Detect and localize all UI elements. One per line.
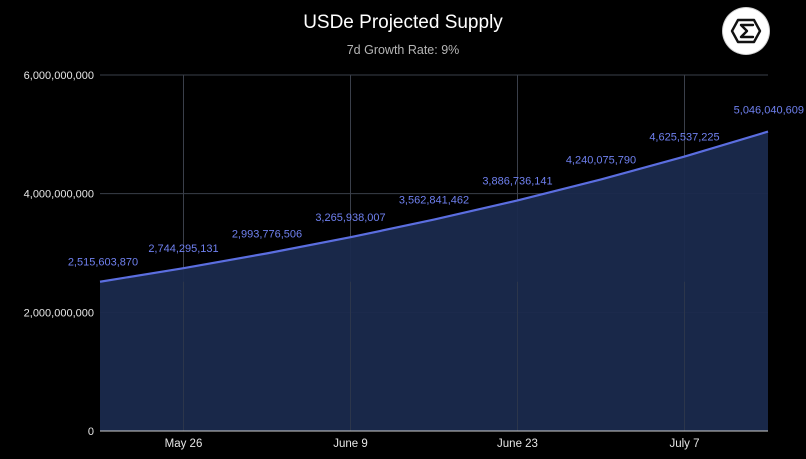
data-label: 3,886,736,141 xyxy=(482,175,552,187)
chart-subtitle: 7d Growth Rate: 9% xyxy=(346,43,460,57)
x-tick-label: May 26 xyxy=(165,438,203,450)
sigma-hexagon-icon[interactable] xyxy=(723,8,769,54)
data-label: 4,625,537,225 xyxy=(649,132,719,144)
data-label: 2,515,603,870 xyxy=(68,257,138,269)
x-tick-label: June 23 xyxy=(497,438,538,450)
y-tick-label: 0 xyxy=(88,426,94,438)
data-label: 4,240,075,790 xyxy=(566,154,636,166)
chart-title: USDe Projected Supply xyxy=(303,12,503,33)
sigma-hexagon-glyph xyxy=(730,18,762,44)
data-label: 2,993,776,506 xyxy=(232,228,302,240)
data-label: 3,562,841,462 xyxy=(399,195,469,207)
data-label: 3,265,938,007 xyxy=(315,212,385,224)
y-tick-label: 2,000,000,000 xyxy=(24,307,94,319)
y-tick-label: 6,000,000,000 xyxy=(24,70,94,82)
x-tick-label: June 9 xyxy=(333,438,368,450)
data-label: 2,744,295,131 xyxy=(148,243,218,255)
y-tick-label: 4,000,000,000 xyxy=(24,189,94,201)
x-tick-label: July 7 xyxy=(669,438,699,450)
series-area xyxy=(100,131,768,431)
data-label: 5,046,040,609 xyxy=(734,105,804,117)
